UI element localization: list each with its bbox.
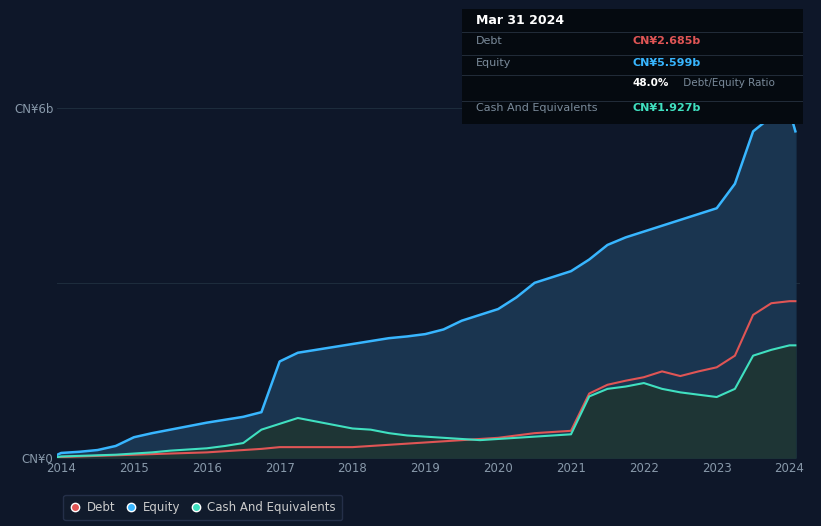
Text: CN¥1.927b: CN¥1.927b xyxy=(632,103,701,113)
Text: CN¥2.685b: CN¥2.685b xyxy=(632,36,701,46)
Legend: Debt, Equity, Cash And Equivalents: Debt, Equity, Cash And Equivalents xyxy=(63,495,342,520)
Text: CN¥5.599b: CN¥5.599b xyxy=(632,58,701,68)
Text: 48.0%: 48.0% xyxy=(632,78,669,88)
Text: Debt/Equity Ratio: Debt/Equity Ratio xyxy=(681,78,775,88)
Text: Equity: Equity xyxy=(476,58,511,68)
Text: Mar 31 2024: Mar 31 2024 xyxy=(476,14,564,26)
Text: Debt: Debt xyxy=(476,36,502,46)
Text: Cash And Equivalents: Cash And Equivalents xyxy=(476,103,598,113)
